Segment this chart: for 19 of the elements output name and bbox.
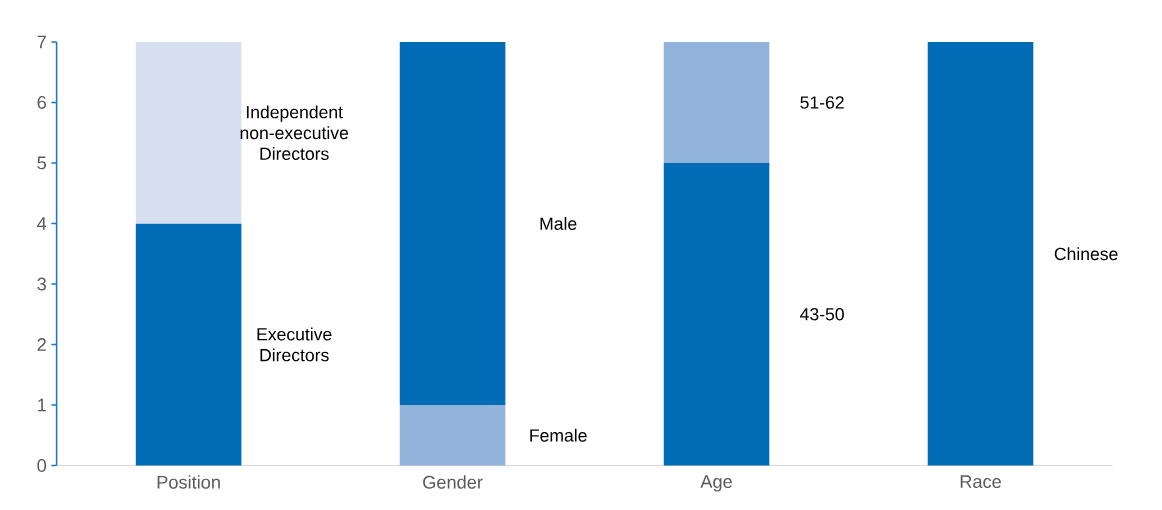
y-tick-label: 3 — [37, 277, 46, 291]
series-label: Chinese — [1054, 247, 1118, 260]
y-tick-label: 0 — [37, 458, 47, 472]
y-tick-label: 7 — [37, 35, 46, 49]
y-tick-label: 1 — [38, 398, 46, 412]
y-tick-label: 6 — [37, 95, 46, 109]
y-tick-label: 4 — [37, 217, 47, 230]
x-tick-label: Age — [700, 475, 732, 492]
text: Male — [540, 216, 577, 230]
x-tick-label: Gender — [423, 475, 483, 489]
x-tick-label: Position — [157, 475, 220, 489]
series-label: 43-50 — [800, 307, 844, 321]
y-tick-label: 5 — [37, 156, 47, 170]
series-label: Executive Directors — [257, 327, 332, 362]
series-label: Independent non-executive Directors — [240, 105, 349, 160]
x-tick-label: Race — [960, 475, 1001, 488]
series-label: Female — [530, 428, 587, 442]
series-label: 51-62 — [800, 96, 844, 109]
y-tick-label: 2 — [37, 337, 46, 351]
